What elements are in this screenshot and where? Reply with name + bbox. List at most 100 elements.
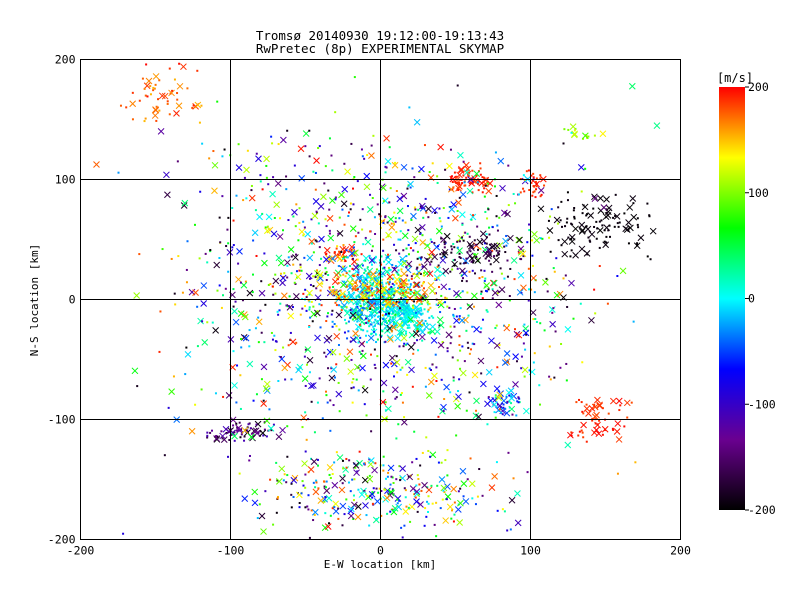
- data-point-cross: [414, 226, 422, 234]
- data-point-dot: [383, 266, 386, 269]
- data-point-cross: [263, 417, 271, 425]
- data-point-dot: [308, 308, 311, 311]
- data-point-dot: [466, 168, 469, 171]
- data-point-dot: [166, 102, 169, 105]
- data-point-dot: [452, 313, 455, 316]
- data-point-dot: [495, 461, 498, 464]
- data-point-dot: [442, 207, 445, 210]
- data-point-dot: [462, 174, 465, 177]
- data-point-dot: [268, 408, 271, 411]
- data-point-dot: [349, 490, 352, 493]
- data-point-cross: [231, 432, 238, 440]
- data-point-dot: [636, 223, 639, 226]
- data-point-dot: [525, 333, 528, 336]
- data-point-dot: [324, 390, 327, 393]
- data-point-dot: [500, 272, 503, 275]
- data-point-dot: [158, 79, 161, 82]
- data-point-dot: [425, 515, 428, 518]
- data-point-cross: [572, 251, 579, 259]
- data-point-cross: [374, 498, 381, 505]
- data-point-dot: [422, 293, 425, 296]
- data-point-dot: [310, 400, 313, 403]
- data-point-dot: [333, 461, 336, 464]
- data-point-dot: [248, 345, 251, 348]
- data-point-dot: [338, 297, 341, 300]
- data-point-dot: [351, 318, 354, 321]
- data-point-dot: [274, 273, 277, 276]
- data-point-dot: [504, 251, 507, 254]
- data-point-dot: [566, 199, 569, 202]
- data-point-dot: [333, 251, 336, 254]
- data-point-dot: [334, 198, 337, 201]
- data-point-cross: [363, 183, 371, 191]
- data-point-dot: [479, 173, 482, 176]
- data-point-cross: [413, 272, 421, 280]
- data-point-dot: [292, 215, 295, 218]
- data-point-cross: [364, 238, 372, 246]
- data-point-dot: [623, 212, 626, 215]
- data-point-dot: [194, 403, 197, 406]
- data-point-dot: [361, 228, 364, 231]
- data-point-dot: [234, 300, 237, 303]
- data-point-dot: [384, 165, 387, 168]
- data-point-cross: [325, 494, 333, 502]
- data-point-cross: [192, 289, 199, 296]
- data-point-dot: [323, 485, 326, 488]
- data-point-dot: [314, 188, 317, 191]
- data-point-cross: [241, 495, 249, 502]
- data-point-dot: [564, 225, 567, 228]
- data-point-dot: [415, 457, 418, 460]
- data-point-dot: [370, 430, 373, 433]
- data-point-dot: [572, 317, 575, 320]
- data-point-dot: [390, 330, 393, 333]
- data-point-dot: [304, 473, 307, 476]
- data-point-dot: [646, 202, 649, 205]
- data-point-cross: [427, 378, 435, 386]
- y-tick-label: 200: [55, 53, 76, 67]
- data-point-dot: [569, 255, 572, 258]
- data-point-dot: [325, 278, 328, 281]
- data-point-dot: [582, 412, 585, 415]
- data-point-cross: [273, 201, 281, 208]
- data-point-dot: [227, 455, 230, 458]
- data-point-dot: [412, 249, 415, 252]
- data-point-dot: [149, 93, 152, 96]
- data-point-dot: [361, 307, 364, 310]
- data-point-cross: [312, 488, 320, 496]
- data-point-dot: [186, 240, 189, 243]
- data-point-dot: [579, 302, 582, 305]
- data-point-cross: [454, 402, 462, 410]
- data-point-dot: [362, 462, 365, 465]
- data-point-dot: [265, 164, 268, 167]
- data-point-cross: [596, 402, 603, 410]
- data-point-dot: [252, 239, 255, 242]
- data-point-dot: [453, 258, 456, 261]
- data-point-dot: [429, 271, 432, 274]
- data-point-dot: [222, 294, 225, 297]
- data-point-cross: [396, 207, 404, 215]
- data-point-dot: [471, 259, 474, 262]
- data-point-dot: [409, 293, 412, 296]
- data-point-dot: [488, 226, 491, 229]
- data-point-dot: [338, 250, 341, 253]
- data-point-dot: [517, 396, 520, 399]
- data-point-cross: [297, 145, 305, 153]
- data-point-dot: [355, 303, 358, 306]
- chart-title: Tromsø 20140930 19:12:00-19:13:43: [256, 28, 504, 43]
- data-point-dot: [495, 249, 498, 252]
- data-point-dot: [206, 434, 209, 437]
- data-point-cross: [516, 288, 524, 296]
- data-point-dot: [413, 176, 416, 179]
- data-point-dot: [441, 498, 444, 501]
- data-point-dot: [598, 265, 601, 268]
- data-point-dot: [309, 316, 312, 319]
- data-point-dot: [393, 321, 396, 324]
- data-point-dot: [295, 341, 298, 344]
- data-point-dot: [302, 484, 305, 487]
- data-point-dot: [436, 245, 439, 248]
- data-point-cross: [341, 185, 349, 193]
- data-point-dot: [420, 207, 423, 210]
- data-point-dot: [221, 195, 224, 198]
- data-point-dot: [508, 294, 511, 297]
